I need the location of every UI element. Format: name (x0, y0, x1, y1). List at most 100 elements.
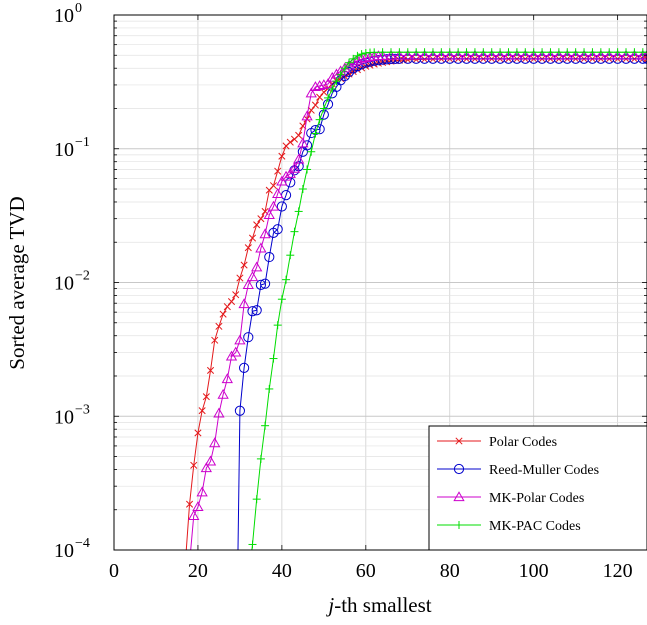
data-point-polar-codes (316, 93, 324, 101)
x-mark-stroke (232, 291, 240, 299)
data-point-polar-codes (274, 167, 282, 175)
legend-marker (453, 491, 465, 502)
data-point-mk-polar-codes (351, 54, 364, 65)
x-mark-stroke (223, 303, 231, 311)
data-point-mk-polar-codes (544, 49, 557, 60)
data-point-mk-polar-codes (364, 51, 376, 62)
data-point-mk-polar-codes (313, 80, 326, 91)
x-mark-stroke (643, 55, 647, 60)
x-axis-label-var: j (325, 593, 334, 617)
data-point-mk-polar-codes (251, 261, 263, 272)
data-point-mk-pac-codes (340, 64, 349, 73)
y-tick-base: 10 (54, 540, 74, 562)
data-point-mk-pac-codes (630, 48, 639, 57)
data-point-mk-pac-codes (294, 207, 303, 216)
data-point-mk-pac-codes (378, 48, 387, 57)
data-point-polar-codes (311, 101, 320, 109)
data-point-mk-polar-codes (418, 49, 431, 60)
data-point-reed-muller-codes (276, 201, 287, 212)
data-point-mk-polar-codes (242, 279, 254, 289)
y-tick-label: 10 −2 (54, 269, 90, 295)
y-tick-base: 10 (54, 139, 74, 161)
data-point-polar-codes (185, 500, 194, 508)
data-point-polar-codes (643, 55, 647, 63)
data-point-mk-pac-codes (370, 48, 379, 57)
legend-entry-mk-polar-codes: MK-Polar Codes (437, 491, 584, 506)
data-point-mk-polar-codes (263, 209, 275, 220)
data-point-mk-pac-codes (554, 48, 563, 57)
legend-entry-mk-pac-codes: MK-PAC Codes (437, 519, 581, 534)
x-mark-stroke (295, 131, 303, 139)
data-point-mk-polar-codes (196, 486, 208, 497)
data-point-mk-pac-codes (303, 165, 312, 174)
data-point-mk-pac-codes (596, 48, 605, 57)
x-mark-stroke (257, 215, 265, 223)
data-point-mk-pac-codes (286, 251, 295, 260)
x-mark-stroke (404, 56, 412, 64)
x-mark-stroke (227, 298, 236, 306)
data-point-mk-polar-codes (284, 167, 296, 178)
data-point-mk-polar-codes (234, 334, 246, 345)
data-point-mk-pac-codes (420, 48, 429, 57)
x-tick-label: 80 (440, 560, 460, 582)
data-point-mk-polar-codes (200, 462, 212, 473)
data-point-mk-polar-codes (628, 49, 641, 60)
data-point-reed-muller-codes (247, 306, 258, 317)
data-point-mk-pac-codes (324, 93, 333, 102)
data-point-mk-pac-codes (512, 48, 521, 57)
data-point-mk-pac-codes (613, 48, 622, 57)
data-point-mk-polar-codes (477, 49, 489, 60)
data-point-polar-codes (412, 56, 420, 64)
data-point-mk-polar-codes (402, 49, 414, 60)
data-point-mk-pac-codes (437, 48, 446, 57)
data-point-polar-codes (194, 429, 202, 437)
data-point-mk-polar-codes (586, 49, 599, 60)
y-axis-label: Sorted average TVD (5, 196, 29, 369)
series-line-mk-pac-codes (251, 51, 647, 550)
data-point-mk-polar-codes (452, 49, 464, 60)
data-point-mk-pac-codes (282, 275, 291, 284)
data-point-mk-pac-codes (345, 58, 354, 67)
legend-marker (455, 521, 463, 529)
y-tick-base: 10 (54, 5, 74, 27)
data-point-mk-polar-codes (376, 50, 389, 60)
data-point-mk-polar-codes (347, 56, 359, 67)
data-point-mk-polar-codes (603, 49, 615, 60)
x-mark-stroke (206, 366, 215, 375)
data-point-mk-pac-codes (412, 48, 421, 57)
x-mark-stroke (269, 182, 278, 190)
y-tick-exponent: −1 (75, 135, 90, 150)
data-point-polar-codes (257, 215, 265, 223)
x-mark-stroke (240, 261, 248, 269)
x-mark-stroke (643, 58, 647, 63)
x-tick-label: 100 (519, 560, 549, 582)
data-point-polar-codes (223, 303, 231, 311)
x-mark-stroke (261, 207, 269, 215)
data-point-mk-polar-codes (553, 49, 565, 60)
y-tick-label: 10 −1 (54, 135, 90, 161)
data-point-mk-pac-codes (328, 84, 337, 93)
x-mark-stroke (185, 500, 194, 508)
data-point-mk-pac-codes (580, 48, 589, 57)
legend-label: Polar Codes (489, 435, 557, 450)
data-point-mk-polar-codes (301, 110, 313, 121)
data-point-mk-pac-codes (479, 48, 488, 57)
x-mark-stroke (194, 429, 202, 437)
data-point-mk-pac-codes (298, 185, 307, 194)
data-point-mk-polar-codes (221, 373, 233, 384)
data-point-mk-polar-codes (209, 437, 221, 448)
data-point-mk-polar-codes (213, 407, 225, 418)
legend: Polar Codes Reed-Muller Codes MK-Polar Cod… (428, 425, 647, 551)
data-point-mk-pac-codes (403, 48, 412, 57)
data-point-mk-pac-codes (487, 48, 496, 57)
data-point-mk-polar-codes (502, 49, 515, 60)
legend-box (428, 425, 647, 551)
data-point-mk-polar-codes (192, 501, 204, 512)
data-point-mk-pac-codes (395, 48, 404, 57)
y-tick-exponent: −3 (75, 402, 90, 417)
data-point-polar-codes (211, 336, 219, 344)
x-tick-label: 60 (356, 560, 376, 582)
data-point-mk-polar-codes (343, 59, 355, 70)
x-mark-stroke (412, 56, 420, 64)
data-point-mk-pac-codes (332, 77, 341, 86)
